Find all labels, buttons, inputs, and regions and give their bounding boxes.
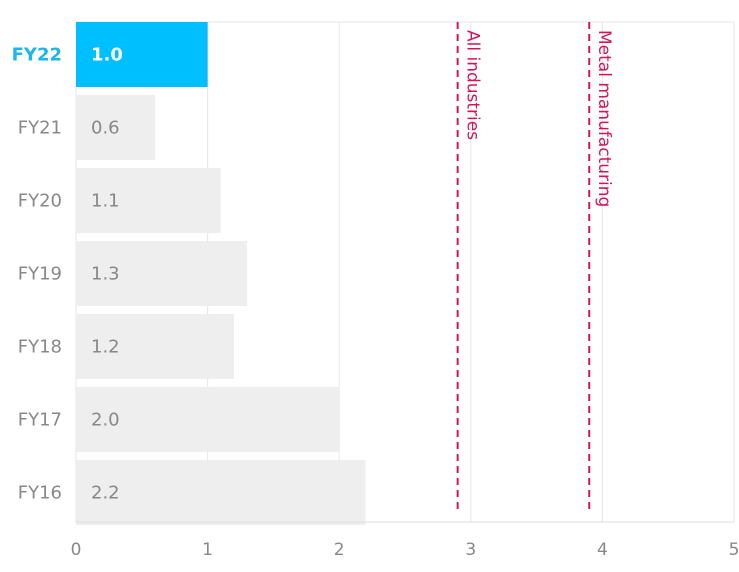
reference-lines: All industries Metal manufacturing bbox=[456, 22, 614, 512]
value-label: 2.2 bbox=[91, 483, 120, 504]
bar-fy19 bbox=[76, 241, 248, 306]
value-label: 0.6 bbox=[91, 118, 120, 139]
x-tick-label: 0 bbox=[71, 540, 82, 560]
x-axis: 0 1 2 3 4 5 bbox=[71, 521, 739, 560]
x-tick-label: 5 bbox=[729, 540, 739, 560]
reference-line-label: Metal manufacturing bbox=[594, 30, 614, 207]
x-tick-label: 4 bbox=[597, 540, 608, 560]
category-label: FY21 bbox=[18, 118, 62, 139]
x-tick-label: 3 bbox=[465, 540, 476, 560]
bar-fy20 bbox=[76, 168, 221, 233]
category-label: FY22 bbox=[12, 45, 62, 66]
category-label: FY17 bbox=[18, 410, 62, 431]
category-label: FY16 bbox=[18, 483, 62, 504]
x-tick-label: 1 bbox=[202, 540, 213, 560]
value-label: 1.3 bbox=[91, 264, 120, 285]
value-label: 1.1 bbox=[91, 191, 120, 212]
bar-fy17 bbox=[76, 387, 340, 452]
category-label: FY20 bbox=[18, 191, 62, 212]
category-label: FY19 bbox=[18, 264, 62, 285]
x-tick-label: 2 bbox=[334, 540, 345, 560]
bar-fy22 bbox=[76, 22, 208, 87]
bar-fy18 bbox=[76, 314, 234, 379]
category-label: FY18 bbox=[18, 337, 62, 358]
bar-fy16 bbox=[76, 460, 366, 525]
bars: FY22 1.0 FY21 0.6 FY20 1.1 FY19 1.3 FY18 1.2 FY17 2… bbox=[12, 22, 366, 525]
value-label: 1.2 bbox=[91, 337, 120, 358]
value-label: 2.0 bbox=[91, 410, 120, 431]
reference-line-label: All industries bbox=[463, 30, 483, 140]
value-label: 1.0 bbox=[91, 45, 123, 66]
bar-fy21 bbox=[76, 95, 155, 160]
